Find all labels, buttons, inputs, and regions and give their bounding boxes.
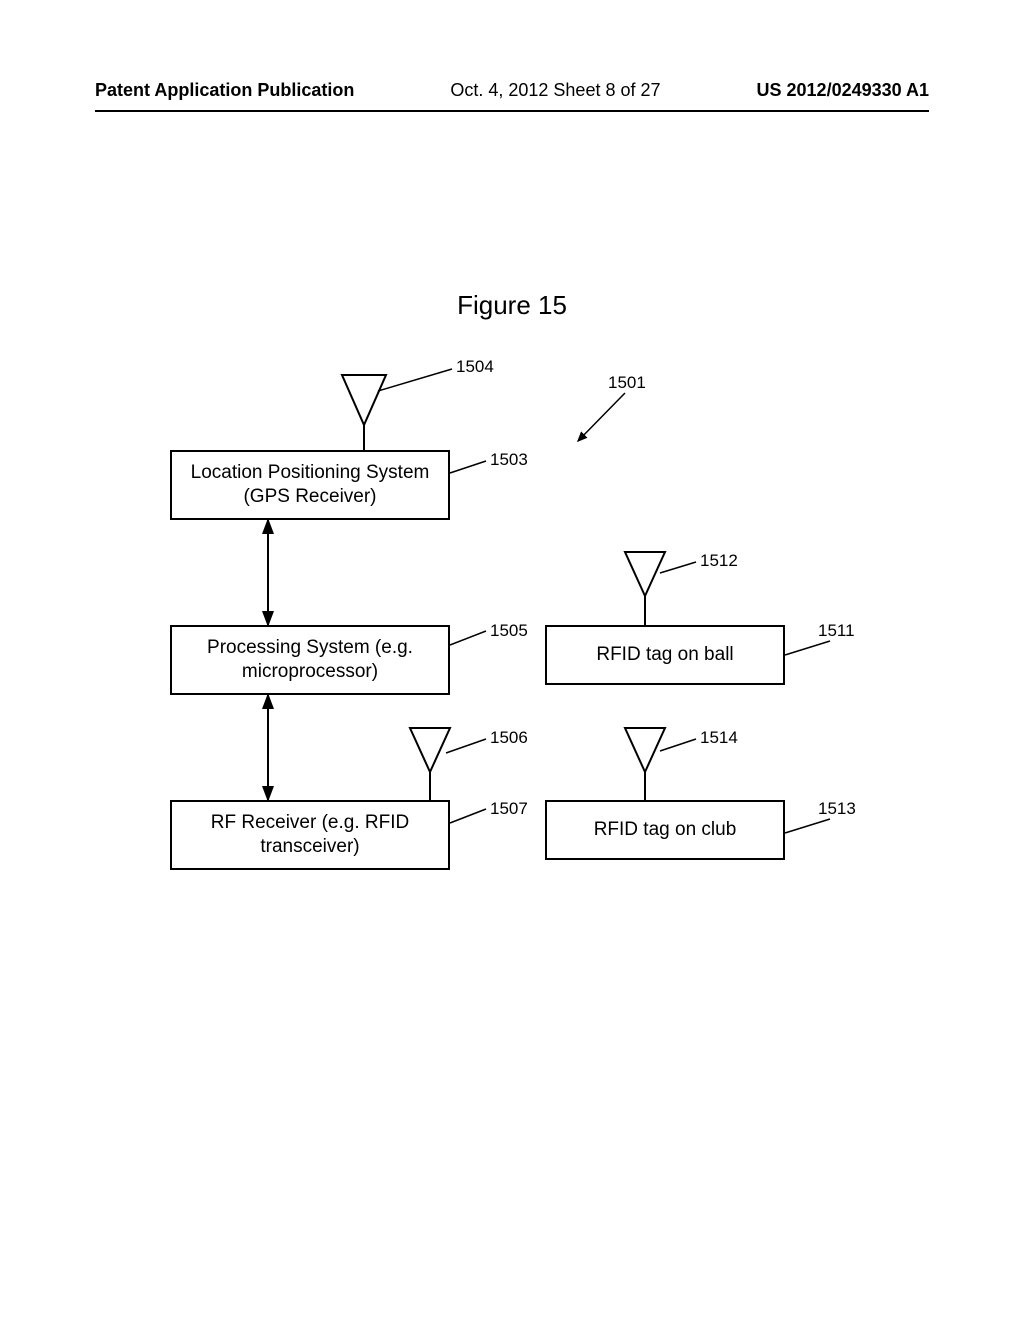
ref-leader-1511	[785, 641, 830, 655]
diagram-container: Location Positioning System(GPS Receiver…	[0, 355, 1024, 915]
antenna-icon-ant1514	[625, 728, 665, 800]
ref-label-1514: 1514	[700, 728, 738, 748]
ref-label-1506: 1506	[490, 728, 528, 748]
ref-leader-1504	[378, 369, 452, 391]
ref-leader-1507	[450, 809, 486, 823]
header-center: Oct. 4, 2012 Sheet 8 of 27	[450, 80, 660, 101]
box-tagball: RFID tag on ball	[545, 625, 785, 685]
figure-title: Figure 15	[457, 290, 567, 321]
ref-label-1501: 1501	[608, 373, 646, 393]
ref-label-1504: 1504	[456, 357, 494, 377]
ref-leader-1503	[450, 461, 486, 473]
ref-label-1511: 1511	[818, 621, 855, 641]
ref-label-1507: 1507	[490, 799, 528, 819]
header-rule	[95, 110, 929, 112]
antenna-icon-ant1512	[625, 552, 665, 625]
box-processor: Processing System (e.g.microprocessor)	[170, 625, 450, 695]
box-rfreceiver: RF Receiver (e.g. RFIDtransceiver)	[170, 800, 450, 870]
header-left: Patent Application Publication	[95, 80, 354, 101]
ref-label-1512: 1512	[700, 551, 738, 571]
ref-leader-1513	[785, 819, 830, 833]
page-header: Patent Application Publication Oct. 4, 2…	[0, 80, 1024, 101]
antenna-icon-ant1504	[342, 375, 386, 450]
ref-leader-1501	[578, 393, 625, 441]
header-right: US 2012/0249330 A1	[757, 80, 929, 101]
box-gps: Location Positioning System(GPS Receiver…	[170, 450, 450, 520]
ref-leader-1512	[660, 562, 696, 573]
ref-label-1505: 1505	[490, 621, 528, 641]
antenna-icon-ant1506	[410, 728, 450, 800]
box-tagclub: RFID tag on club	[545, 800, 785, 860]
ref-label-1503: 1503	[490, 450, 528, 470]
ref-label-1513: 1513	[818, 799, 856, 819]
ref-leader-1514	[660, 739, 696, 751]
ref-leader-1505	[450, 631, 486, 645]
ref-leader-1506	[446, 739, 486, 753]
